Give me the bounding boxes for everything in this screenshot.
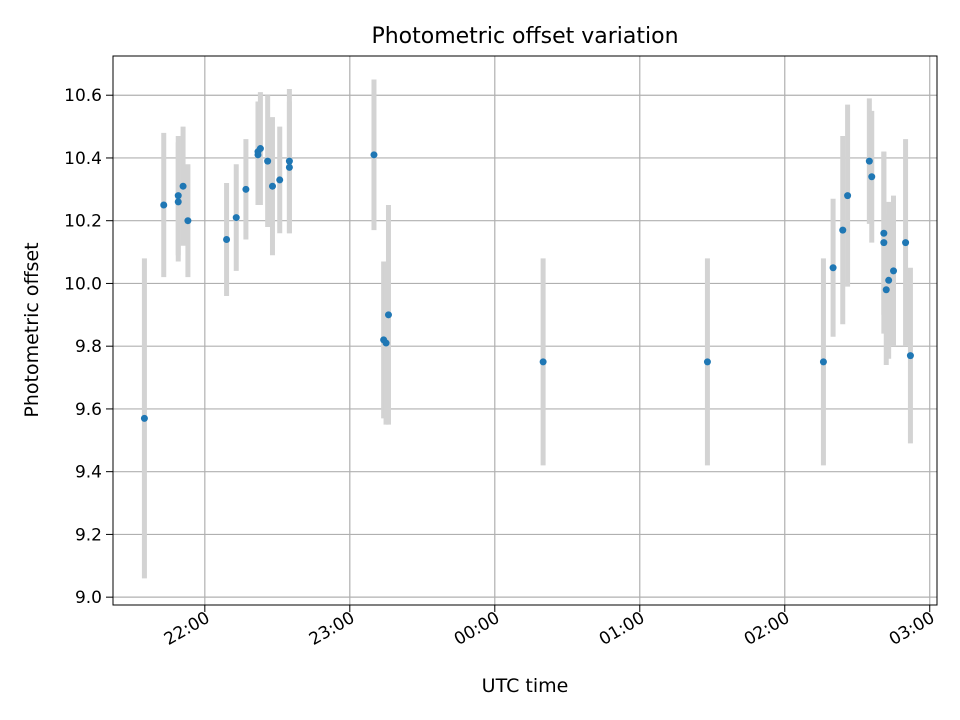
data-point: [839, 226, 847, 234]
y-tick-label: 9.0: [75, 588, 102, 608]
data-point: [256, 145, 264, 153]
data-point: [703, 358, 711, 366]
data-point: [370, 151, 378, 159]
data-point: [906, 352, 914, 360]
data-point: [844, 192, 852, 200]
y-tick-label: 9.2: [75, 525, 102, 545]
chart-title: Photometric offset variation: [371, 24, 678, 49]
y-tick-label: 10.2: [64, 212, 102, 232]
y-tick-label: 9.6: [75, 400, 102, 420]
y-tick-label: 10.0: [64, 274, 102, 294]
data-point: [890, 267, 898, 275]
data-point: [819, 358, 827, 366]
y-tick-label: 10.4: [64, 149, 102, 169]
data-point: [184, 217, 192, 225]
y-axis: 9.0 9.2 9.4 9.6 9.8 10.0 10.2 10.4 10.6: [64, 86, 113, 608]
y-tick-label: 9.4: [75, 463, 102, 483]
data-point: [868, 173, 876, 181]
data-points: [140, 145, 914, 422]
data-point: [885, 276, 893, 284]
grid: [113, 56, 937, 605]
data-point: [223, 236, 231, 244]
data-point: [902, 239, 910, 247]
data-point: [179, 182, 187, 190]
y-tick-label: 10.6: [64, 86, 102, 106]
data-point: [242, 185, 250, 193]
data-point: [865, 157, 873, 165]
data-point: [382, 339, 390, 347]
plot-frame: [112, 55, 938, 606]
data-point: [174, 198, 182, 206]
y-tick-label: 9.8: [75, 337, 102, 357]
data-point: [880, 229, 888, 237]
data-point: [140, 414, 148, 422]
data-point: [285, 157, 293, 165]
data-point: [539, 358, 547, 366]
data-point: [160, 201, 168, 209]
data-point: [174, 192, 182, 200]
data-point: [268, 182, 276, 190]
data-point: [285, 163, 293, 171]
data-point: [384, 311, 392, 319]
data-point: [264, 157, 272, 165]
data-point: [232, 214, 240, 222]
data-point: [829, 264, 837, 272]
y-axis-label: Photometric offset: [21, 242, 43, 417]
data-point: [880, 239, 888, 247]
x-axis-label: UTC time: [482, 675, 569, 697]
data-point: [276, 176, 284, 184]
data-point: [882, 286, 890, 294]
data-point: [254, 151, 262, 159]
